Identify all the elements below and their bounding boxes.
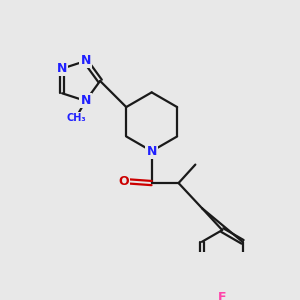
Text: N: N xyxy=(57,62,67,75)
Text: N: N xyxy=(80,55,91,68)
Text: F: F xyxy=(218,291,226,300)
Text: CH₃: CH₃ xyxy=(67,113,86,123)
Text: N: N xyxy=(146,145,157,158)
Text: O: O xyxy=(119,175,129,188)
Text: N: N xyxy=(80,94,91,107)
